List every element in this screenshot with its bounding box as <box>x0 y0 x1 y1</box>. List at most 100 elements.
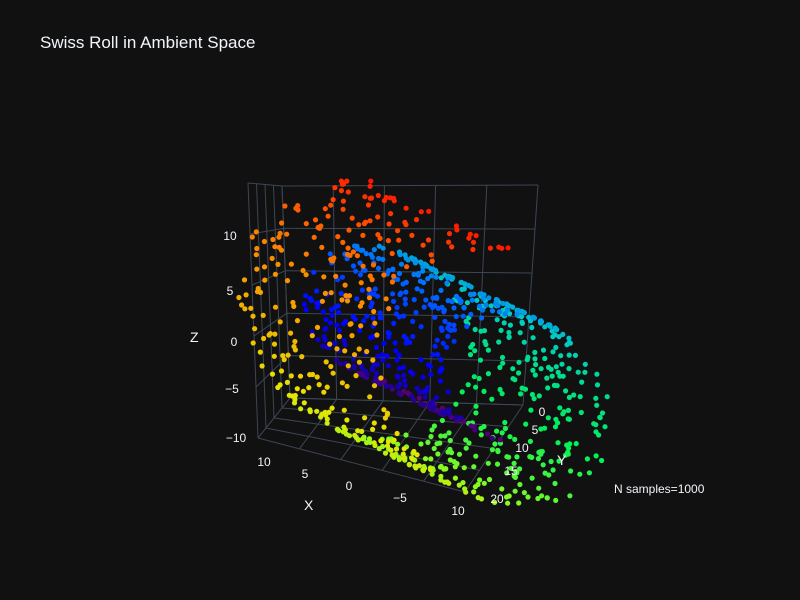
scatter-point <box>577 394 583 400</box>
scatter-point <box>334 322 340 328</box>
scatter-point <box>465 382 471 388</box>
scatter-point <box>442 479 448 485</box>
scatter-point <box>369 254 376 260</box>
scatter-point <box>292 347 298 353</box>
scatter-point <box>437 378 443 384</box>
scatter-point <box>446 239 452 245</box>
scatter-point <box>386 221 392 227</box>
scatter-point <box>430 399 436 405</box>
scatter-point <box>375 353 381 359</box>
scatter-point <box>360 232 366 238</box>
scatter-point <box>450 275 456 281</box>
scatter-point <box>481 423 487 430</box>
scatter-point <box>342 341 348 348</box>
scatter-point <box>335 234 341 240</box>
scatter-point <box>272 271 278 277</box>
scatter-point <box>479 315 485 321</box>
scatter-point <box>517 466 523 472</box>
scatter-point <box>356 346 362 352</box>
scatter-point <box>533 361 539 368</box>
scatter-point <box>401 377 408 384</box>
scatter-point <box>602 424 608 430</box>
grid-line <box>289 397 524 406</box>
z-tick-label: 10 <box>223 229 237 243</box>
scatter-point <box>370 426 376 432</box>
scatter-point <box>354 296 360 302</box>
scatter-point <box>552 325 558 331</box>
scatter-point <box>371 383 378 389</box>
scatter-point <box>393 348 399 354</box>
scatter-point <box>578 409 584 416</box>
scatter-point <box>429 427 435 433</box>
scatter-point <box>445 389 451 395</box>
scatter-point <box>384 353 390 359</box>
scatter-point <box>395 276 401 283</box>
scatter-point <box>555 440 561 446</box>
scatter-point <box>407 339 413 345</box>
scatter-point <box>396 457 402 463</box>
scatter-point <box>506 454 512 460</box>
scatter-point <box>577 471 583 477</box>
scatter-point <box>582 361 588 367</box>
scatter-point <box>366 295 373 301</box>
scatter-point <box>328 363 334 370</box>
scatter-point <box>446 430 452 436</box>
scatter-point <box>535 495 541 502</box>
grid-line <box>286 312 530 318</box>
scatter-point <box>545 385 551 391</box>
scatter-point <box>536 393 542 399</box>
scatter-point <box>571 392 577 398</box>
scatter-point <box>584 456 591 462</box>
scatter-point <box>433 395 439 401</box>
scatter-point <box>303 221 309 227</box>
scatter-point <box>396 352 402 358</box>
scatter-point <box>321 389 327 395</box>
scatter-point <box>400 451 406 457</box>
scatter-point <box>380 357 386 363</box>
scatter-point <box>468 292 474 298</box>
scatter-point <box>507 322 513 328</box>
scatter-point <box>241 277 248 283</box>
scatter-point <box>497 386 503 393</box>
scatter-point <box>373 370 380 376</box>
scatter-point <box>494 317 500 323</box>
scatter-point <box>453 313 459 320</box>
scatter-point <box>529 324 535 331</box>
scatter-point <box>281 357 287 363</box>
scatter-point <box>419 288 425 294</box>
scatter-point <box>375 192 381 199</box>
scatter-point <box>322 290 328 296</box>
grid-line <box>253 312 288 337</box>
scatter-point <box>388 447 394 453</box>
scatter-point <box>389 279 395 285</box>
scatter-point <box>405 257 411 263</box>
scatter-point <box>395 374 401 380</box>
scatter-point <box>333 357 340 363</box>
scatter-point <box>435 451 441 457</box>
scatter-point <box>552 480 558 487</box>
scatter-point <box>320 343 326 349</box>
scatter-point <box>322 409 328 415</box>
scatter-point <box>512 436 518 442</box>
scatter-point <box>427 466 433 473</box>
scatter-point <box>344 298 351 304</box>
y-tick-label: 5 <box>532 423 539 437</box>
scatter-point <box>459 389 465 395</box>
scatter-point <box>346 227 352 233</box>
scatter-point <box>257 289 264 295</box>
scatter-point <box>540 462 546 468</box>
y-tick-label: 20 <box>490 492 504 506</box>
scatter-point <box>461 305 467 311</box>
scatter-point <box>415 272 421 278</box>
scatter-point <box>428 372 434 378</box>
scatter-point <box>499 430 505 436</box>
scatter-point <box>284 278 291 284</box>
scatter-point <box>332 185 338 191</box>
scatter-point <box>471 464 477 470</box>
scatter-point <box>599 410 606 416</box>
scatter-point <box>484 431 491 437</box>
scatter-point <box>532 356 538 362</box>
scatter-point <box>566 366 572 372</box>
scatter-point <box>303 272 309 278</box>
